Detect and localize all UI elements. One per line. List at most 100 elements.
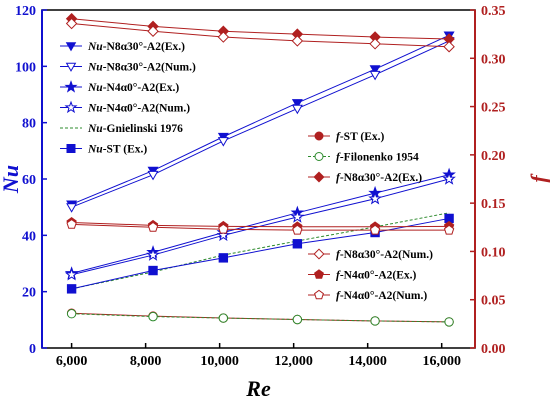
- legend-label: Nu-N4α0°-A2(Num.): [87, 103, 190, 115]
- y-right-tick-label: 0.35: [481, 4, 506, 19]
- legend-label-rest: -N4α0°-A2(Num.): [103, 103, 191, 115]
- data-point: [66, 144, 76, 153]
- legend-item: f-ST (Ex.): [308, 131, 385, 143]
- series-line: [71, 212, 450, 290]
- legend-label: Nu-N8α30°-A2(Num.): [87, 62, 196, 74]
- x-axis-title: Re: [245, 376, 271, 401]
- data-point: [369, 70, 381, 81]
- data-point: [292, 314, 303, 325]
- data-point: [64, 267, 79, 281]
- y-left-tick-label: 120: [15, 4, 36, 19]
- legend-label-prefix: Nu: [87, 82, 103, 94]
- data-point: [292, 224, 303, 235]
- series-line: [71, 40, 450, 208]
- series-f-filonenko-1954: [66, 309, 454, 327]
- legend-label-rest: -N4α0°-A2(Ex.): [340, 270, 417, 282]
- data-point: [369, 224, 381, 235]
- legend-label-rest: -Gnielinski 1976: [103, 123, 183, 135]
- legend-label-prefix: f: [336, 172, 341, 184]
- legend-label: Nu-N4α0°-A2(Ex.): [87, 82, 179, 94]
- x-tick-label: 6,000: [56, 354, 88, 369]
- legend-item: f-N8α30°-A2(Num.): [308, 248, 433, 261]
- legend-label-prefix: Nu: [87, 144, 103, 156]
- y-left-tick-label: 40: [22, 229, 36, 244]
- series-f-n8-30-a2-num-: [65, 17, 455, 53]
- data-point: [444, 317, 454, 327]
- legend-label: f-N8α30°-A2(Num.): [336, 249, 433, 261]
- series-line: [71, 23, 450, 48]
- series-f-n4-0-a2-num-: [66, 218, 455, 235]
- data-point: [217, 137, 229, 147]
- legend-label-prefix: f: [336, 270, 341, 282]
- legend-label: f-N4α0°-A2(Ex.): [336, 270, 417, 282]
- legend-item: f-Filonenko 1954: [308, 152, 419, 164]
- data-point: [370, 316, 380, 326]
- data-point: [66, 203, 78, 213]
- data-point: [66, 284, 77, 294]
- data-point: [148, 311, 158, 322]
- legend-label-prefix: Nu: [87, 41, 103, 53]
- legend-label-rest: -N8α30°-A2(Ex.): [103, 41, 185, 53]
- data-point: [216, 228, 231, 242]
- x-tick-label: 10,000: [200, 354, 239, 369]
- data-point: [313, 248, 325, 260]
- legend-item: Nu-ST (Ex.): [60, 144, 147, 156]
- legend-label: f-Filonenko 1954: [336, 152, 419, 164]
- y-left-axis-title: Nu: [0, 165, 23, 194]
- y-right-axis-title: f: [526, 173, 550, 183]
- legend-label-rest: -N8α30°-A2(Num.): [103, 62, 196, 74]
- series-line: [71, 174, 450, 274]
- legend-label-rest: -ST (Ex.): [103, 144, 148, 156]
- data-point: [65, 17, 78, 30]
- y-right-tick-label: 0.05: [481, 294, 506, 309]
- legend-label-rest: -N8α30°-A2(Ex.): [340, 172, 422, 184]
- data-point: [218, 253, 229, 263]
- data-point: [217, 31, 230, 43]
- data-point: [291, 35, 304, 47]
- legend-label-prefix: Nu: [87, 123, 103, 135]
- y-right-tick-label: 0.25: [481, 101, 506, 116]
- legend-item: f-N4α0°-A2(Num.): [308, 289, 428, 302]
- legend-label: f-ST (Ex.): [336, 131, 385, 143]
- data-point: [147, 221, 159, 232]
- data-point: [313, 171, 325, 183]
- series-line: [71, 312, 450, 323]
- data-point: [218, 223, 229, 234]
- y-left-tick-label: 60: [22, 173, 36, 188]
- data-point: [314, 289, 324, 300]
- legend-group-bottom-right: f-N8α30°-A2(Num.)f-N4α0°-A2(Ex.)f-N4α0°-…: [308, 248, 433, 302]
- data-point: [218, 313, 229, 323]
- data-point: [291, 99, 303, 109]
- legend-label-rest: -N4α0°-A2(Num.): [340, 290, 428, 302]
- data-point: [65, 62, 77, 72]
- legend-label-rest: -Filonenko 1954: [340, 152, 419, 164]
- y-left-tick-label: 20: [22, 286, 36, 301]
- data-point: [290, 209, 305, 223]
- data-point: [443, 224, 455, 235]
- legend-label-rest: -N8α30°-A2(Num.): [340, 249, 433, 261]
- data-point: [443, 40, 455, 53]
- data-point: [369, 65, 381, 75]
- legend-label-prefix: f: [336, 152, 341, 164]
- y-right-tick-label: 0.00: [481, 342, 506, 357]
- legend-label-prefix: f: [336, 249, 341, 261]
- data-point: [368, 191, 382, 205]
- data-point: [66, 218, 77, 229]
- legend-label-prefix: f: [336, 290, 341, 302]
- series-line: [71, 34, 450, 205]
- x-tick-label: 8,000: [130, 354, 162, 369]
- legend-group-top-left: Nu-N8α30°-A2(Ex.)Nu-N8α30°-A2(Num.)Nu-N4…: [60, 41, 196, 156]
- legend-label: Nu-Gnielinski 1976: [87, 123, 183, 135]
- ticks: 6,000 8,000 10,000 12,000 14,000 16,000 0 20 40 6…: [15, 4, 506, 369]
- legend-item: Nu-N4α0°-A2(Ex.): [60, 80, 179, 94]
- legend-item: f-N4α0°-A2(Ex.): [308, 269, 417, 282]
- legend-label-rest: -ST (Ex.): [340, 131, 385, 143]
- series-f-st-ex-: [66, 308, 454, 327]
- series-line: [71, 18, 450, 40]
- data-point: [314, 131, 324, 141]
- legend-item: Nu-N8α30°-A2(Num.): [60, 62, 196, 74]
- legend-label-prefix: Nu: [87, 62, 103, 74]
- y-right-tick-label: 0.30: [481, 52, 506, 67]
- data-point: [369, 38, 381, 50]
- x-tick-label: 12,000: [274, 354, 313, 369]
